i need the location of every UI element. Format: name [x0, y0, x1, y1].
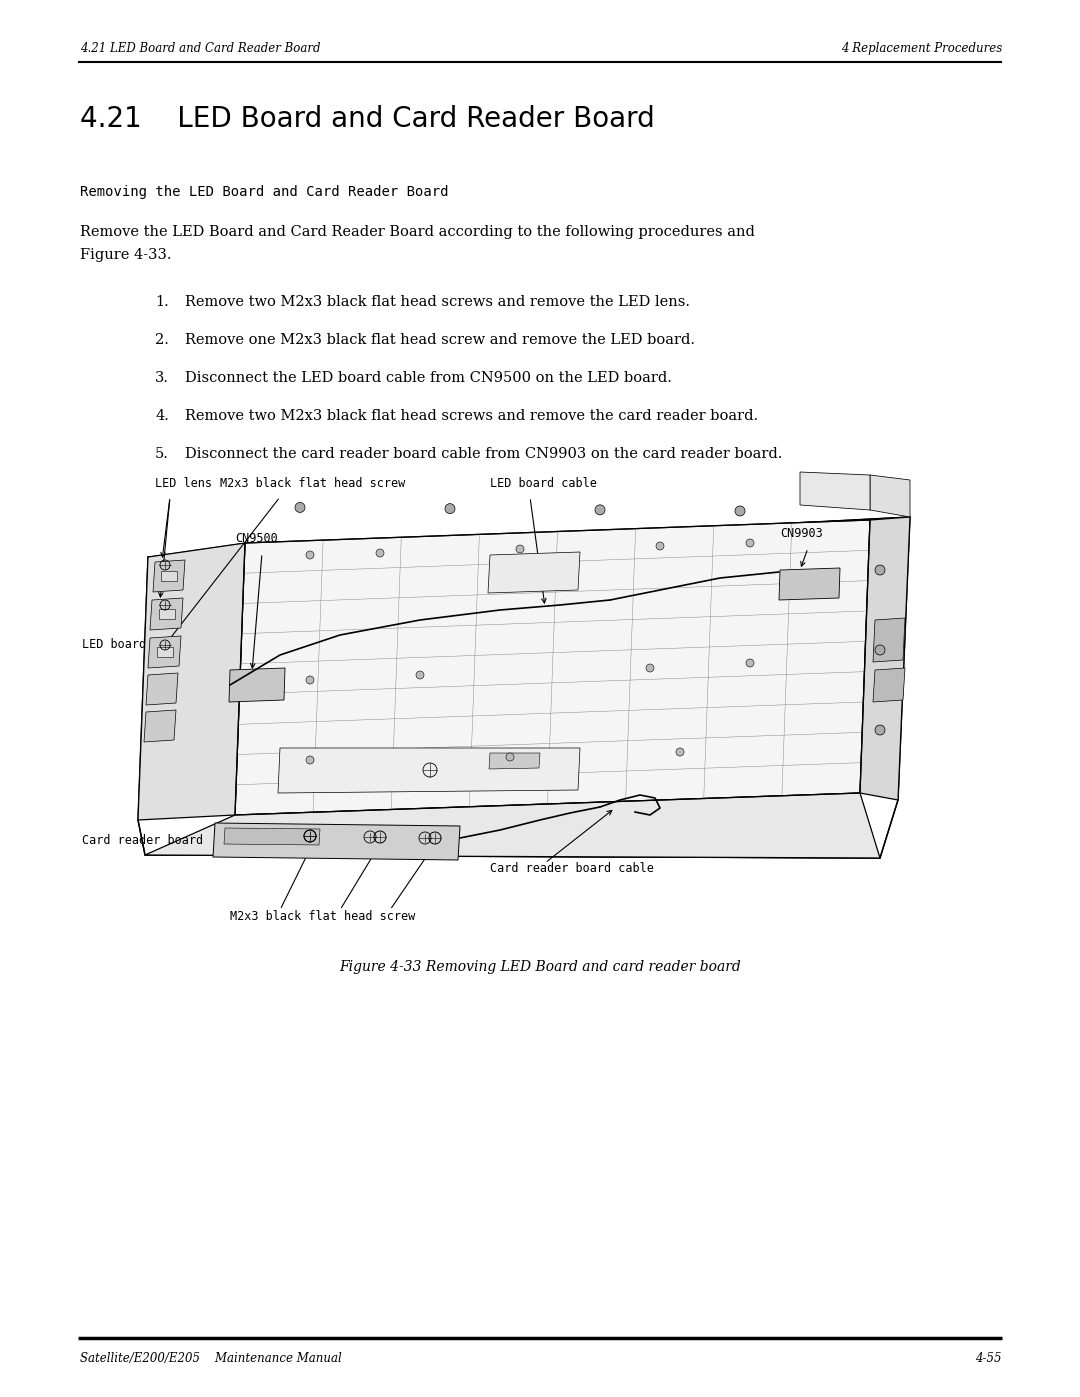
- Text: 4.21    LED Board and Card Reader Board: 4.21 LED Board and Card Reader Board: [80, 105, 654, 133]
- Bar: [159, 609, 175, 619]
- Circle shape: [746, 539, 754, 548]
- Text: Remove two M2x3 black flat head screws and remove the card reader board.: Remove two M2x3 black flat head screws a…: [185, 409, 758, 423]
- Text: Disconnect the LED board cable from CN9500 on the LED board.: Disconnect the LED board cable from CN95…: [185, 372, 672, 386]
- Polygon shape: [146, 673, 178, 705]
- Bar: [161, 571, 177, 581]
- Circle shape: [445, 504, 455, 514]
- Text: 2.: 2.: [156, 332, 168, 346]
- Bar: [157, 647, 173, 657]
- Text: LED board: LED board: [82, 638, 146, 651]
- Polygon shape: [488, 552, 580, 592]
- Polygon shape: [870, 475, 910, 517]
- Text: Card reader board: Card reader board: [82, 834, 203, 847]
- Circle shape: [676, 747, 684, 756]
- Text: 4.21 LED Board and Card Reader Board: 4.21 LED Board and Card Reader Board: [80, 42, 321, 54]
- Polygon shape: [153, 560, 185, 592]
- Circle shape: [875, 645, 885, 655]
- Circle shape: [735, 506, 745, 515]
- Text: Satellite/E200/E205    Maintenance Manual: Satellite/E200/E205 Maintenance Manual: [80, 1352, 341, 1365]
- Polygon shape: [150, 598, 183, 630]
- Circle shape: [595, 504, 605, 515]
- Circle shape: [875, 564, 885, 576]
- Polygon shape: [144, 710, 176, 742]
- Polygon shape: [873, 668, 905, 703]
- Polygon shape: [229, 668, 285, 703]
- Text: Remove one M2x3 black flat head screw and remove the LED board.: Remove one M2x3 black flat head screw an…: [185, 332, 696, 346]
- Circle shape: [507, 753, 514, 761]
- Circle shape: [516, 545, 524, 553]
- Circle shape: [875, 725, 885, 735]
- Polygon shape: [860, 517, 910, 800]
- Text: 1.: 1.: [156, 295, 168, 309]
- Text: 5.: 5.: [156, 447, 168, 461]
- Text: 4.: 4.: [156, 409, 168, 423]
- Polygon shape: [224, 828, 320, 845]
- Text: M2x3 black flat head screw: M2x3 black flat head screw: [230, 909, 415, 923]
- Text: Card reader board cable: Card reader board cable: [490, 862, 653, 875]
- Text: Figure 4-33.: Figure 4-33.: [80, 249, 172, 263]
- Circle shape: [376, 549, 384, 557]
- Text: LED board cable: LED board cable: [490, 476, 597, 490]
- Circle shape: [306, 676, 314, 685]
- Circle shape: [306, 550, 314, 559]
- Circle shape: [306, 756, 314, 764]
- Text: CN9500: CN9500: [235, 532, 278, 545]
- Polygon shape: [138, 543, 245, 820]
- Text: CN9903: CN9903: [780, 527, 823, 541]
- Text: Remove two M2x3 black flat head screws and remove the LED lens.: Remove two M2x3 black flat head screws a…: [185, 295, 690, 309]
- Polygon shape: [148, 636, 181, 668]
- Polygon shape: [873, 617, 905, 662]
- Polygon shape: [278, 747, 580, 793]
- Circle shape: [646, 664, 654, 672]
- Polygon shape: [145, 793, 880, 858]
- Polygon shape: [235, 520, 870, 814]
- Text: M2x3 black flat head screw: M2x3 black flat head screw: [220, 476, 405, 490]
- Text: 4 Replacement Procedures: 4 Replacement Procedures: [840, 42, 1002, 54]
- Text: LED lens: LED lens: [156, 476, 212, 490]
- Circle shape: [416, 671, 424, 679]
- Polygon shape: [779, 569, 840, 599]
- Circle shape: [746, 659, 754, 666]
- Text: Disconnect the card reader board cable from CN9903 on the card reader board.: Disconnect the card reader board cable f…: [185, 447, 782, 461]
- Text: Removing the LED Board and Card Reader Board: Removing the LED Board and Card Reader B…: [80, 184, 448, 198]
- Text: 3.: 3.: [156, 372, 168, 386]
- Polygon shape: [213, 823, 460, 861]
- Text: Remove the LED Board and Card Reader Board according to the following procedures: Remove the LED Board and Card Reader Boa…: [80, 225, 755, 239]
- Polygon shape: [800, 472, 870, 510]
- Circle shape: [656, 542, 664, 550]
- Text: Figure 4-33 Removing LED Board and card reader board: Figure 4-33 Removing LED Board and card …: [339, 960, 741, 974]
- Polygon shape: [489, 753, 540, 768]
- Circle shape: [295, 503, 305, 513]
- Text: 4-55: 4-55: [975, 1352, 1002, 1365]
